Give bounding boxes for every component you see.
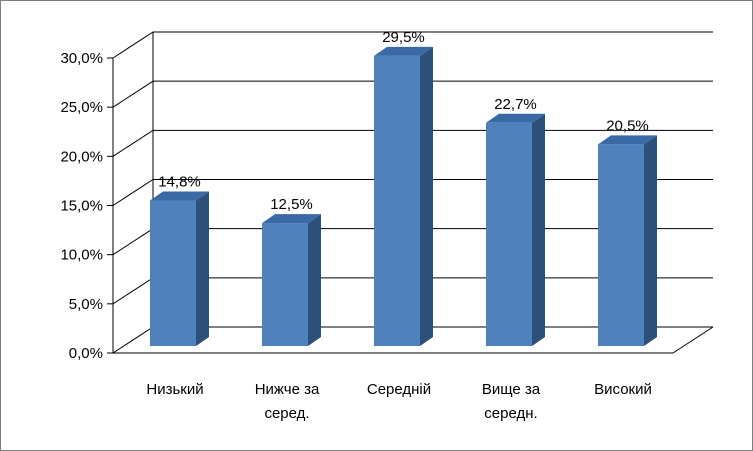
y-tick-label: 5,0% — [69, 296, 103, 313]
data-label: 29,5% — [382, 29, 425, 46]
data-label: 20,5% — [606, 117, 649, 134]
category-label: середн. — [484, 405, 537, 422]
gridline — [112, 31, 713, 59]
bars — [150, 46, 657, 347]
category-label: серед. — [264, 405, 309, 422]
bar-front — [374, 55, 420, 347]
bar-side — [644, 135, 657, 346]
bar-front — [262, 223, 308, 346]
bar-side — [308, 214, 321, 346]
gridlines — [112, 31, 714, 354]
x-axis-categories: Низький Нижче за серед. Середній Вище за сере… — [146, 381, 651, 422]
data-labels: 14,8% 12,5% 29,5% 22,7% 20,5% — [158, 29, 649, 213]
bar-side — [420, 46, 433, 347]
bar-top — [150, 191, 209, 201]
category-label: Високий — [594, 381, 652, 398]
y-tick-label: 20,0% — [60, 148, 103, 165]
category-label: Середній — [367, 381, 431, 398]
data-label: 22,7% — [494, 96, 537, 113]
data-label: 12,5% — [270, 196, 313, 213]
data-label: 14,8% — [158, 173, 201, 190]
bar-top — [262, 214, 321, 224]
category-label: Низький — [146, 381, 203, 398]
bar-side — [532, 113, 545, 347]
category-label: Нижче за — [255, 381, 320, 398]
category-label: Вище за — [482, 381, 541, 398]
y-tick-label: 30,0% — [60, 50, 103, 67]
y-tick-label: 15,0% — [60, 198, 103, 215]
bar-top — [374, 46, 433, 56]
y-tick-label: 0,0% — [69, 345, 103, 362]
y-tick-label: 25,0% — [60, 99, 103, 116]
y-tick-label: 10,0% — [60, 247, 103, 264]
gridline — [112, 80, 713, 108]
bar-front — [150, 200, 196, 346]
y-axis: 0,0% 5,0% 10,0% 15,0% 20,0% 25,0% 30,0% — [60, 50, 114, 362]
bar-front — [486, 122, 532, 347]
bar-top — [598, 135, 657, 145]
bar-top — [486, 113, 545, 123]
floor-right-edge — [672, 326, 714, 354]
bar-front — [598, 144, 644, 346]
bar-side — [196, 191, 209, 346]
